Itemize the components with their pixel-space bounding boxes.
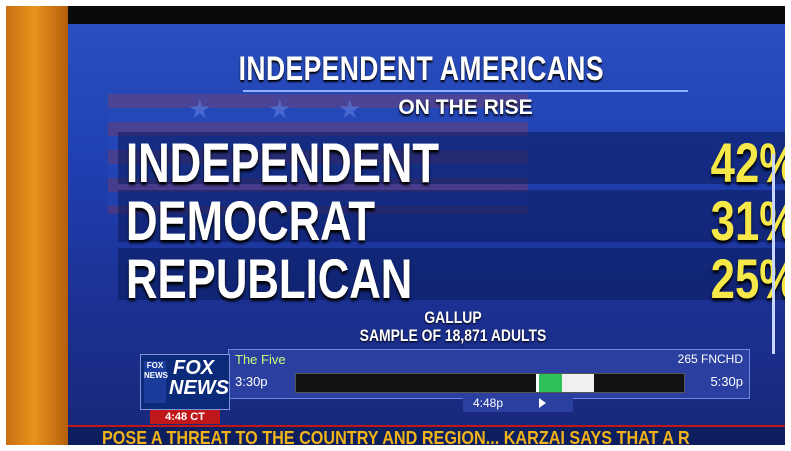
current-time-tab[interactable]: 4:48p: [463, 394, 573, 412]
program-progress-bar: [295, 373, 685, 393]
edge-divider: [772, 154, 775, 354]
current-time: 4:48p: [473, 396, 504, 410]
graphic-subtitle: ON THE RISE: [398, 96, 533, 119]
tv-bezel: [6, 6, 68, 445]
channel-label: 265 FNCHD: [677, 352, 743, 366]
source-line: GALLUP: [424, 308, 482, 327]
row-background: [118, 248, 785, 300]
tv-frame: ★ ★ ★ INDEPENDENT AMERICANS ON THE RISE …: [6, 6, 785, 445]
graphic-title: INDEPENDENT AMERICANS: [238, 50, 604, 88]
logo-news: NEWS: [169, 377, 229, 399]
poll-row-independent: INDEPENDENT 42%: [118, 128, 785, 194]
row-label: INDEPENDENT: [126, 131, 440, 194]
logo-fox: FOX: [173, 357, 215, 379]
row-background: [118, 132, 785, 184]
fox-news-logo: FOX NEWS FOX NEWS: [140, 354, 230, 410]
clock-badge: 4:48 CT: [150, 410, 220, 424]
title-divider: [243, 90, 688, 92]
star-icon: ★: [188, 94, 212, 124]
poll-source: GALLUP SAMPLE OF 18,871 ADULTS: [334, 309, 572, 345]
start-time: 3:30p: [235, 374, 268, 389]
row-label: REPUBLICAN: [126, 247, 413, 310]
news-ticker: POSE A THREAT TO THE COUNTRY AND REGION.…: [68, 425, 785, 445]
play-icon[interactable]: [539, 398, 546, 408]
star-icon: ★: [338, 94, 362, 124]
show-name: The Five: [235, 352, 286, 367]
poll-row-republican: REPUBLICAN 25%: [118, 244, 785, 310]
poll-row-democrat: DEMOCRAT 31%: [118, 186, 785, 252]
row-label: DEMOCRAT: [126, 189, 376, 252]
row-background: [118, 190, 785, 242]
tv-screen: ★ ★ ★ INDEPENDENT AMERICANS ON THE RISE …: [68, 24, 785, 445]
logo-side-text: FOX NEWS: [144, 361, 168, 403]
end-time: 5:30p: [710, 374, 743, 389]
star-icon: ★: [268, 94, 292, 124]
program-guide-bar[interactable]: The Five 265 FNCHD 3:30p 5:30p: [228, 349, 750, 399]
ticker-text: POSE A THREAT TO THE COUNTRY AND REGION.…: [102, 428, 690, 445]
source-line: SAMPLE OF 18,871 ADULTS: [359, 326, 547, 345]
progress-buffer: [562, 374, 594, 392]
progress-marker: [536, 374, 539, 392]
